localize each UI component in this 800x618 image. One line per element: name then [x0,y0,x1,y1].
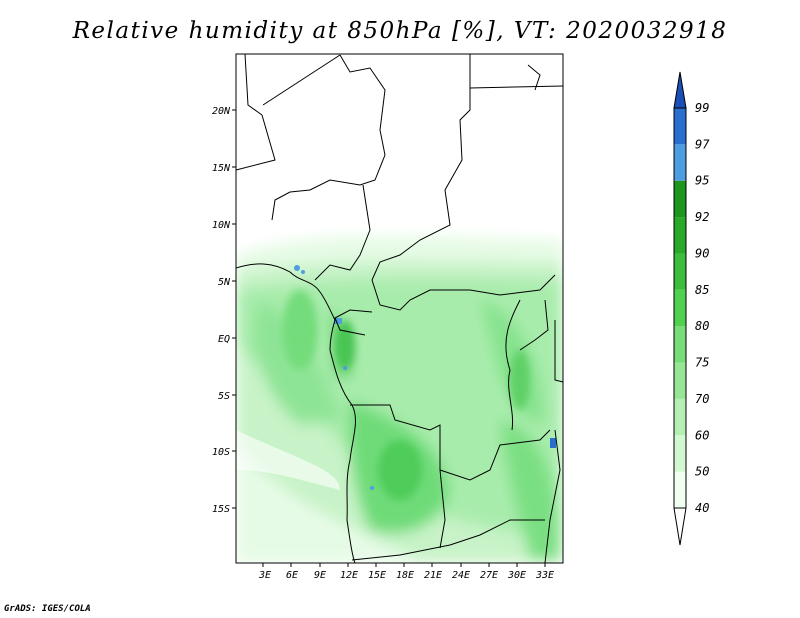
map-title: Relative humidity at 850hPa [%], VT: 202… [72,18,728,44]
colorbar-segment [674,326,686,363]
colorbar-label: 99 [695,101,709,115]
lat-label: 15N [212,163,231,174]
colorbar-label: 92 [695,210,709,224]
colorbar-label: 90 [695,246,709,260]
colorbar-label: 40 [695,501,709,515]
colorbar-segment [674,253,686,290]
lon-label: 33E [535,570,554,581]
lon-label: 3E [258,570,271,581]
lon-label: 21E [424,570,442,581]
lat-label: 10S [212,447,230,458]
colorbar-top-arrow [673,71,687,109]
colorbar-segment [674,180,686,218]
colorbar-label: 80 [695,319,709,333]
colorbar-label: 75 [695,356,709,370]
colorbar-label: 60 [695,428,709,442]
lon-label: 6E [286,570,298,581]
lon-label: 9E [314,570,326,581]
colorbar-label: 85 [695,283,709,297]
colorbar-segment [674,144,686,181]
lat-label: 10N [212,220,231,231]
credit-label: GrADS: IGES/COLA [4,604,91,614]
lon-label: 12E [340,570,358,581]
lon-label: 27E [480,570,498,581]
colorbar-segment [674,398,686,436]
lon-label: 15E [368,570,386,581]
colorbar-bottom-arrow [673,507,687,546]
lon-label: 24E [452,570,470,581]
lat-label: 5N [218,277,231,288]
country-borders [236,54,563,563]
lat-label: 5S [218,391,230,402]
colorbar-segment [674,362,686,399]
colorbar-segment [674,289,686,327]
colorbar-label: 70 [695,392,709,406]
colorbar-segment [674,108,686,145]
latitude-axis: 20N 15N 10N 5N EQ 5S 10S 15S [212,106,236,515]
lon-label: 18E [396,570,414,581]
colorbar-label: 97 [695,137,710,151]
humidity-field [236,235,563,563]
colorbar: 40 50 60 70 75 80 85 90 92 95 97 99 [673,71,710,546]
colorbar-outline [673,107,687,509]
lat-label: EQ [218,334,230,345]
colorbar-segment [674,435,686,472]
longitude-axis: 3E 6E 9E 12E 15E 18E 21E 24E 27E 30E 33E [258,563,554,581]
colorbar-segment [674,471,686,508]
lat-label: 15S [212,504,230,515]
colorbar-label: 95 [695,174,709,188]
map-frame [235,53,564,564]
lat-label: 20N [212,106,231,117]
lon-label: 30E [507,570,526,581]
colorbar-label: 50 [695,465,709,479]
colorbar-segment [674,217,686,254]
